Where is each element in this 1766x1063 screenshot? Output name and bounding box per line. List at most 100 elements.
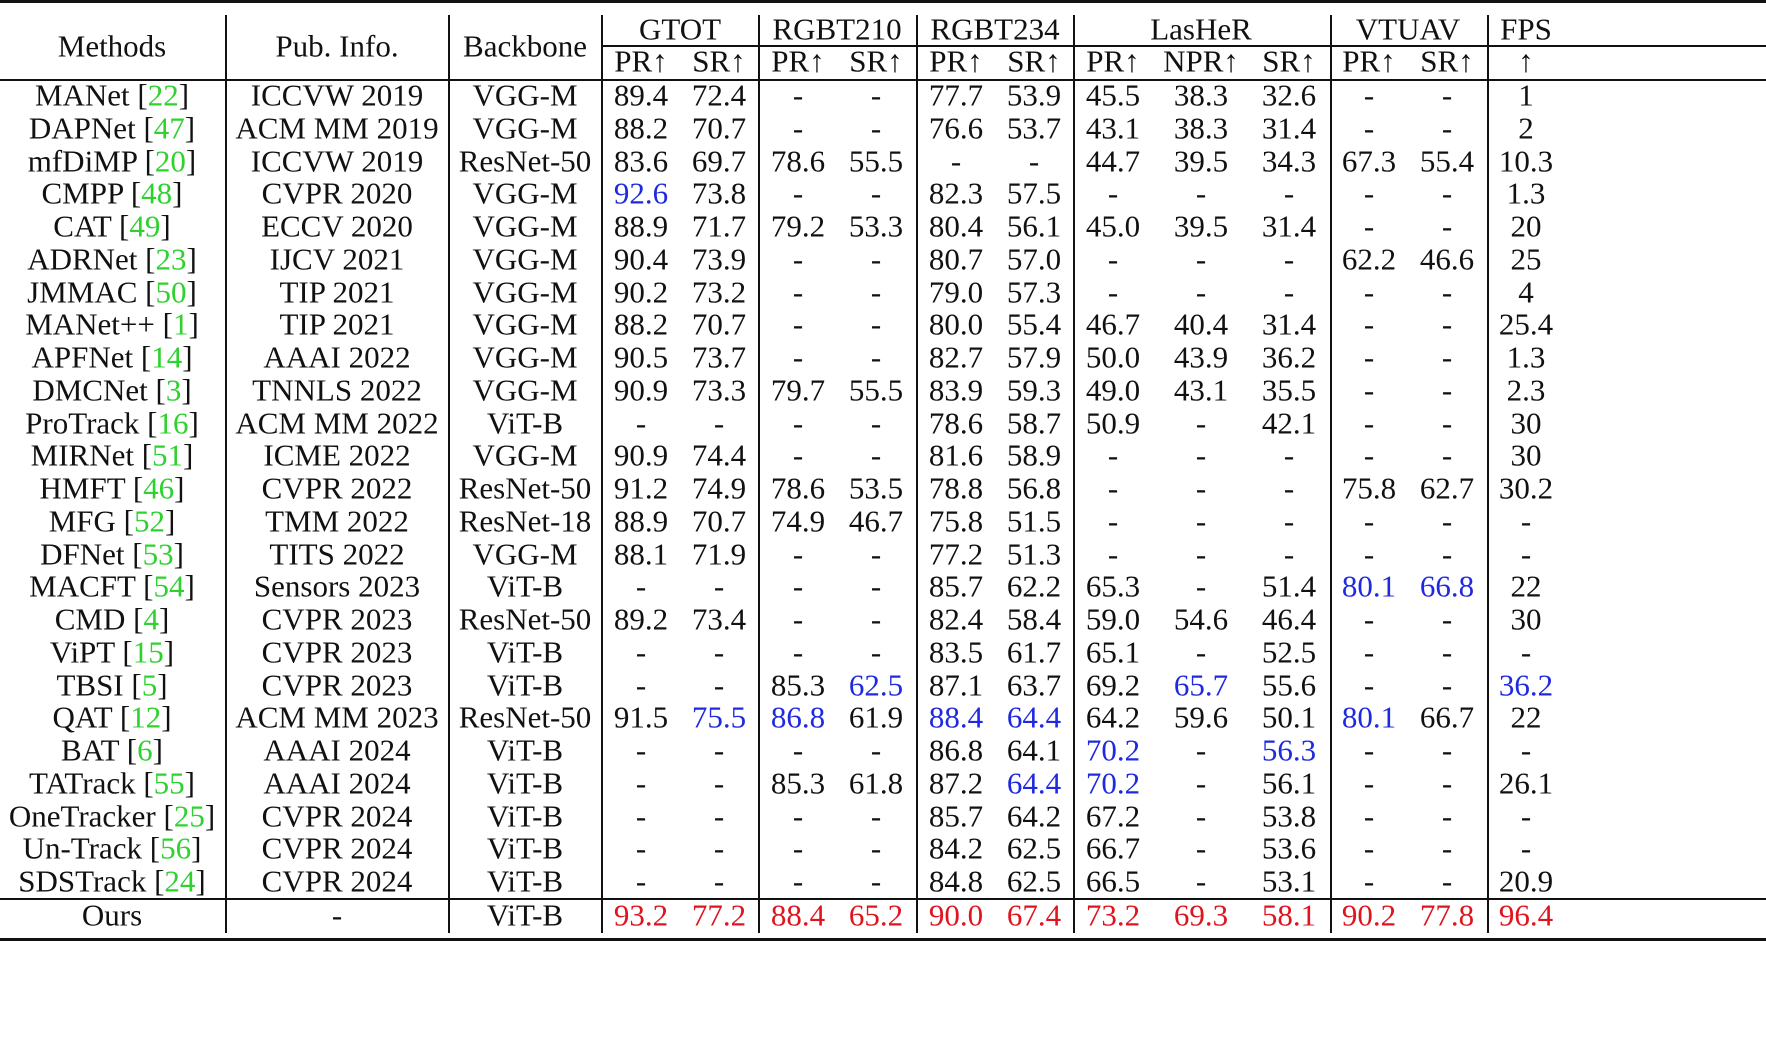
citation-link[interactable]: 4: [143, 601, 159, 637]
citation-link[interactable]: 5: [141, 667, 158, 702]
metric-cell: 88.9: [613, 503, 669, 539]
citation-close: ]: [195, 863, 206, 899]
method-name: JMMAC: [27, 274, 138, 309]
method-cell: MANet++ [1]: [25, 309, 199, 340]
header-rule: [0, 79, 1766, 81]
method-cell: ProTrack [16]: [25, 407, 199, 438]
subheader-cell: PR↑: [614, 43, 668, 79]
metric-cell: -: [1441, 306, 1453, 342]
citation-link[interactable]: 25: [173, 798, 205, 833]
citation-link[interactable]: 22: [147, 77, 179, 113]
metric-cell: 62.7: [1419, 470, 1475, 506]
pub-info-cell: Sensors 2023: [253, 568, 421, 604]
citation-link[interactable]: 51: [152, 437, 184, 473]
citation-open: [: [154, 306, 173, 342]
metric-cell: 65.3: [1085, 568, 1141, 604]
citation-link[interactable]: 48: [141, 175, 173, 211]
metric-cell: 31.4: [1261, 110, 1317, 146]
metric-cell: 53.1: [1261, 863, 1317, 899]
metric-cell: 87.1: [928, 667, 984, 702]
metric-cell: 36.2: [1261, 339, 1317, 375]
citation-link[interactable]: 53: [142, 536, 174, 571]
metric-cell: 80.1: [1341, 568, 1397, 604]
metric-cell: 70.7: [691, 503, 747, 539]
metric-cell: -: [870, 241, 882, 277]
citation-link[interactable]: 12: [130, 699, 162, 735]
backbone-cell: VGG-M: [472, 175, 578, 211]
metric-cell: 53.6: [1261, 830, 1317, 866]
metric-cell: 57.9: [1006, 339, 1062, 375]
method-cell: MIRNet [51]: [31, 440, 194, 471]
citation-close: ]: [184, 110, 196, 146]
pub-info-cell: TIP 2021: [279, 306, 395, 342]
citation-open: [: [124, 536, 143, 571]
metric-cell: -: [1363, 634, 1375, 670]
metric-cell: -: [1283, 175, 1295, 211]
citation-link[interactable]: 23: [155, 241, 187, 277]
metric-cell: -: [1441, 503, 1453, 539]
citation-close: ]: [174, 470, 185, 506]
method-cell: ADRNet [23]: [27, 243, 197, 274]
metric-cell: 59.6: [1173, 699, 1229, 735]
header-backbone: Backbone: [463, 28, 587, 64]
header-methods: Methods: [57, 28, 167, 64]
metric-cell: 88.4: [770, 897, 826, 933]
metric-cell: 82.7: [928, 339, 984, 375]
method-name: Ours: [81, 897, 143, 933]
metric-cell: -: [870, 339, 882, 375]
header-rgbt234: RGBT234: [930, 11, 1060, 47]
citation-link[interactable]: 50: [155, 274, 187, 309]
subheader-cell: PR↑: [771, 43, 825, 79]
metric-cell: -: [870, 536, 882, 571]
citation-link[interactable]: 49: [129, 208, 161, 244]
citation-link[interactable]: 55: [153, 765, 185, 801]
metric-cell: 71.9: [691, 536, 747, 571]
citation-link[interactable]: 56: [160, 830, 192, 866]
metric-cell: 73.8: [691, 175, 747, 211]
metric-cell: -: [870, 274, 882, 309]
metric-cell: 62.2: [1006, 568, 1062, 604]
citation-link[interactable]: 3: [165, 372, 182, 408]
metric-cell: -: [792, 241, 804, 277]
metric-cell: -: [1028, 143, 1040, 178]
citation-link[interactable]: 16: [157, 405, 189, 440]
metric-cell: -: [1363, 110, 1375, 146]
citation-open: [: [139, 405, 158, 440]
citation-link[interactable]: 47: [153, 110, 185, 146]
backbone-cell: ResNet-50: [458, 699, 592, 735]
citation-link[interactable]: 14: [151, 339, 183, 375]
metric-cell: 80.4: [928, 208, 984, 244]
pub-info-cell: CVPR 2023: [261, 667, 413, 702]
citation-link[interactable]: 1: [172, 306, 189, 342]
metric-cell: -: [1363, 830, 1375, 866]
method-name: MANet++: [25, 306, 155, 342]
citation-link[interactable]: 52: [133, 503, 165, 539]
citation-close: ]: [157, 667, 168, 702]
metric-cell: -: [1441, 732, 1453, 768]
citation-link[interactable]: 54: [153, 568, 185, 604]
citation-link[interactable]: 20: [154, 143, 186, 178]
pub-info-cell: -: [331, 897, 343, 933]
metric-cell: 43.9: [1173, 339, 1229, 375]
citation-link[interactable]: 15: [132, 634, 164, 670]
citation-link[interactable]: 6: [137, 732, 153, 768]
backbone-cell: ResNet-50: [458, 143, 592, 178]
subheader-cell: SR↑: [1420, 43, 1474, 79]
method-cell: JMMAC [50]: [27, 276, 197, 307]
citation-link[interactable]: 46: [143, 470, 175, 506]
metric-cell: 55.5: [848, 372, 904, 408]
metric-cell: 88.4: [928, 699, 984, 735]
metric-cell: 34.3: [1261, 143, 1317, 178]
metric-cell: -: [1195, 405, 1207, 440]
metric-cell: -: [792, 306, 804, 342]
citation-link[interactable]: 24: [164, 863, 196, 899]
backbone-cell: VGG-M: [472, 77, 578, 113]
pub-info-cell: ICCVW 2019: [250, 143, 424, 178]
metric-cell: 66.8: [1419, 568, 1475, 604]
pub-info-cell: ACM MM 2019: [235, 110, 439, 146]
metric-cell: -: [1107, 241, 1119, 277]
metric-cell: 77.2: [691, 897, 747, 933]
metric-cell: -: [1441, 634, 1453, 670]
metric-cell: -: [1441, 372, 1453, 408]
metric-cell: -: [1283, 536, 1295, 571]
